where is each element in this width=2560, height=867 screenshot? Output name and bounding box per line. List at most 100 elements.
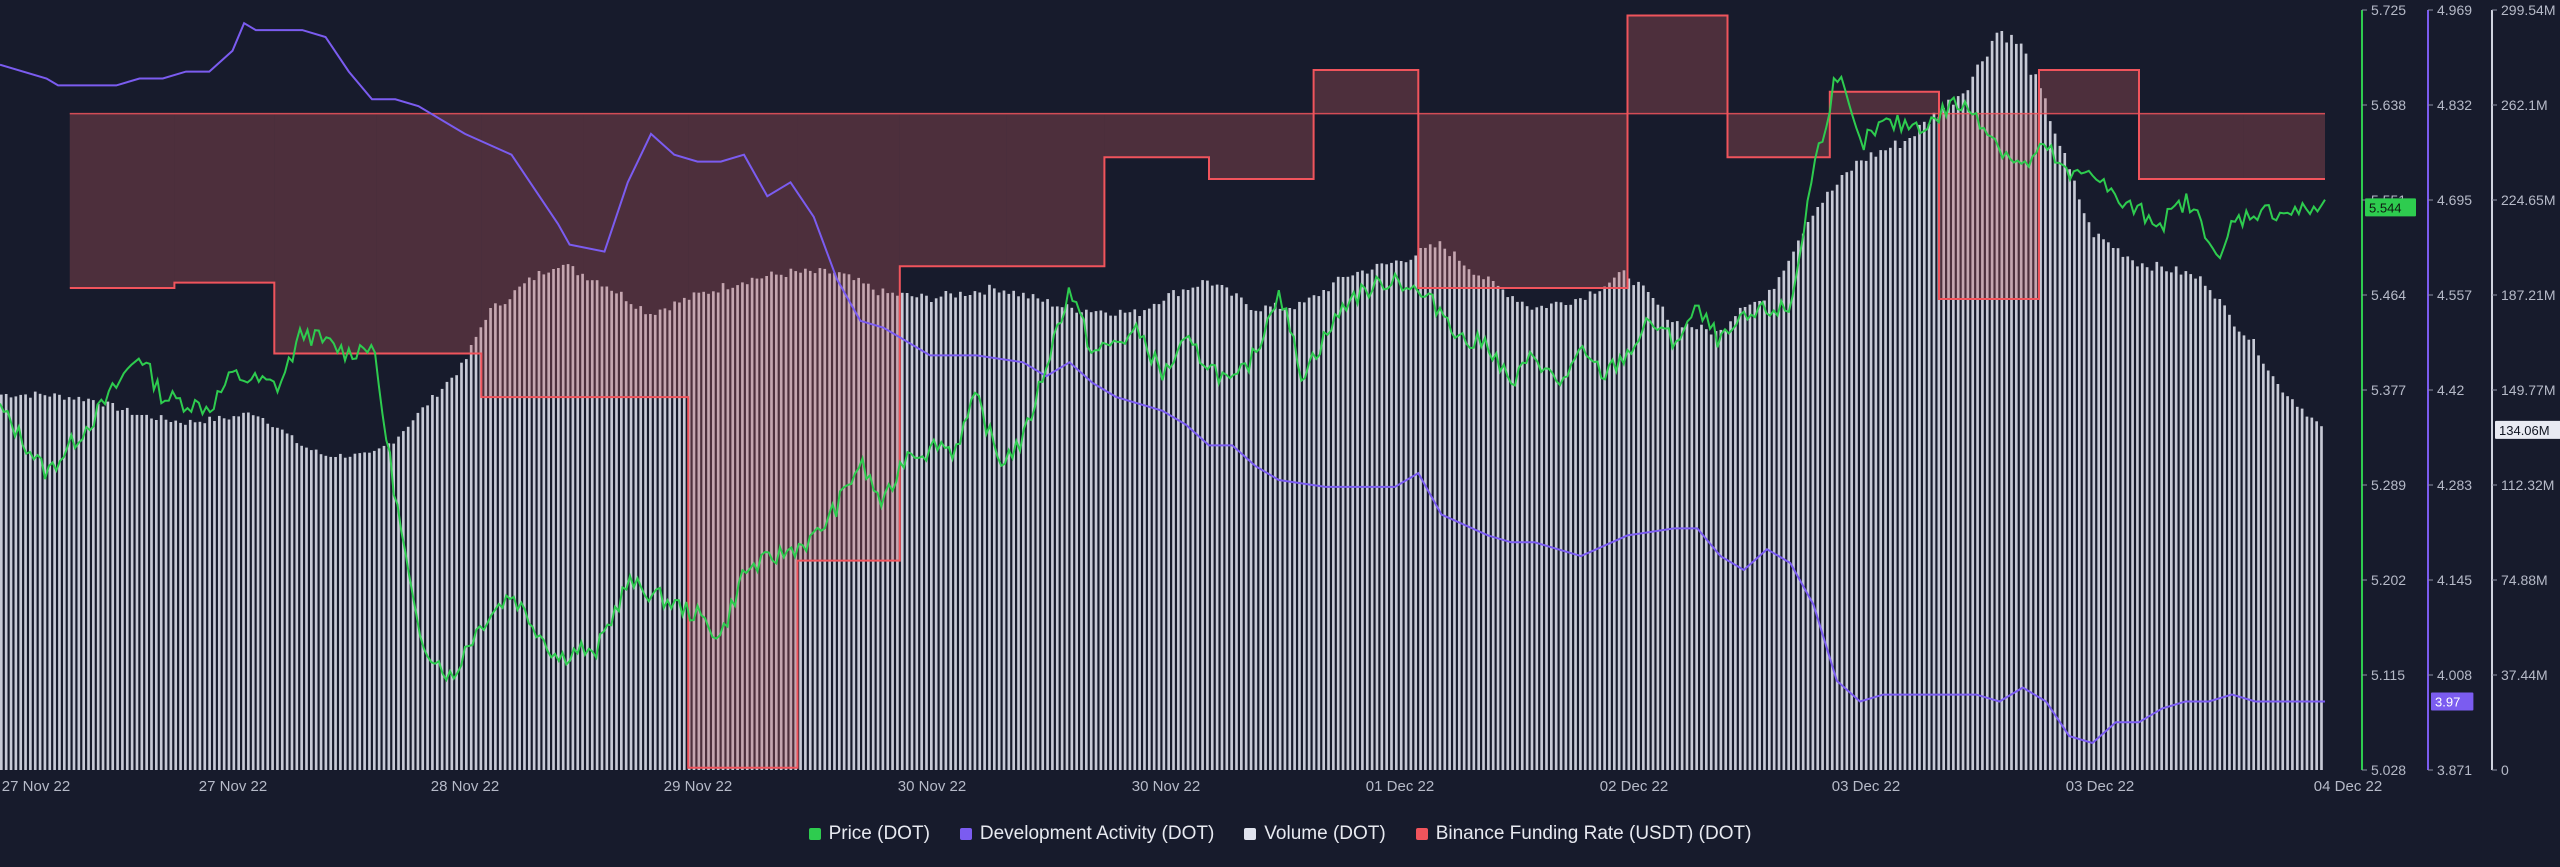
funding-rate-area: [274, 113, 377, 354]
volume-bar: [72, 399, 76, 770]
dev-activity-axis-tick-label: 4.145: [2437, 572, 2472, 588]
volume-bar: [1230, 295, 1233, 770]
volume-bar: [2160, 266, 2163, 770]
volume-bar: [992, 288, 996, 770]
volume-bar: [121, 410, 124, 770]
legend-item-volume[interactable]: Volume (DOT): [1244, 823, 1386, 845]
volume-bar: [348, 456, 352, 770]
volume-current-badge-bg: [2495, 420, 2560, 439]
volume-bar: [358, 453, 362, 770]
volume-bar: [959, 291, 962, 770]
volume-bar: [2126, 256, 2130, 770]
volume-bar: [518, 286, 521, 770]
volume-bar: [871, 289, 875, 770]
volume-bar: [329, 456, 333, 770]
volume-bar: [1012, 290, 1015, 770]
volume-bar: [2165, 271, 2168, 770]
volume-bar: [673, 301, 676, 770]
volume-axis-tick-label: 149.77M: [2501, 382, 2555, 398]
volume-bar: [1927, 123, 1931, 770]
volume-bar: [547, 272, 550, 770]
volume-bar: [2266, 370, 2270, 770]
volume-bar: [1177, 296, 1180, 770]
volume-bar: [615, 293, 618, 770]
volume-bar: [1307, 297, 1311, 770]
funding-rate-area: [2139, 113, 2244, 180]
price-axis-tick-label: 5.638: [2371, 97, 2406, 113]
volume-bar: [1811, 215, 1815, 770]
volume-bar: [678, 302, 681, 770]
volume-bar: [319, 454, 323, 770]
volume-bar: [111, 403, 115, 770]
volume-bar: [208, 416, 211, 770]
volume-bar: [1365, 273, 1369, 770]
volume-bar: [1729, 321, 1732, 770]
volume-bar: [900, 292, 904, 770]
volume-bar: [620, 291, 623, 770]
volume-bar: [33, 391, 37, 770]
volume-bar: [150, 418, 153, 770]
funding-rate-area: [1939, 113, 2040, 299]
volume-bar: [314, 449, 318, 770]
volume-bar: [930, 302, 933, 770]
volume-bar: [770, 271, 773, 770]
volume-bar: [1380, 263, 1384, 770]
price-current-badge-text: 5.544: [2369, 200, 2402, 215]
volume-series: [0, 31, 2323, 771]
volume-bar: [1942, 108, 1945, 770]
volume-bar: [1249, 310, 1253, 770]
volume-bar: [450, 377, 454, 770]
volume-bar: [1603, 286, 1606, 770]
volume-bar: [1608, 282, 1611, 770]
volume-bar: [1060, 307, 1064, 770]
volume-bar: [1215, 284, 1219, 770]
funding-rate-area: [174, 113, 275, 283]
volume-bar: [387, 443, 391, 770]
volume-bar: [125, 407, 129, 770]
volume-bar: [1375, 263, 1379, 770]
volume-bar: [1806, 222, 1810, 770]
volume-bar: [421, 407, 425, 770]
volume-bar: [1559, 302, 1563, 770]
volume-bar: [1884, 150, 1887, 771]
volume-bar: [2203, 285, 2207, 770]
volume-bar: [87, 398, 90, 770]
volume-bar: [2170, 272, 2173, 770]
funding-rate-area: [2039, 69, 2139, 114]
funding-rate-area: [376, 113, 482, 354]
volume-bar: [813, 273, 817, 770]
volume-bar: [1995, 32, 1999, 770]
volume-bar: [1302, 302, 1306, 770]
volume-bar: [310, 450, 313, 770]
dev-activity-axis-tick-label: 4.832: [2437, 97, 2472, 113]
axes: 5.7255.6385.5515.4645.3775.2895.2025.115…: [2361, 2, 2560, 778]
volume-bar: [1520, 301, 1524, 770]
volume-axis-tick-label: 187.21M: [2501, 287, 2555, 303]
volume-bar: [2015, 43, 2018, 770]
volume-bar: [566, 264, 570, 770]
volume-bar: [1637, 281, 1640, 770]
volume-bar: [295, 443, 299, 770]
volume-bar: [353, 453, 357, 770]
volume-bar: [2223, 305, 2226, 770]
volume-bar: [1956, 96, 1960, 771]
volume-bar: [1472, 274, 1476, 770]
legend-item-price[interactable]: Price (DOT): [808, 823, 930, 845]
volume-bar: [1496, 285, 1500, 770]
legend-item-dev-activity[interactable]: Development Activity (DOT): [959, 823, 1214, 845]
volume-bar: [159, 415, 163, 770]
volume-bar: [1336, 276, 1340, 770]
volume-bar: [1646, 292, 1650, 770]
chart-legend: Price (DOT) Development Activity (DOT) V…: [0, 818, 2560, 850]
volume-bar: [1298, 301, 1301, 770]
price-axis-tick-label: 5.725: [2371, 2, 2406, 18]
volume-bar: [1511, 296, 1514, 770]
volume-bar: [474, 336, 478, 770]
volume-bar: [339, 453, 342, 770]
volume-bar: [527, 277, 531, 770]
volume-axis-tick-label: 299.54M: [2501, 2, 2555, 18]
volume-bar: [363, 452, 366, 770]
legend-item-funding-rate[interactable]: Binance Funding Rate (USDT) (DOT): [1415, 823, 1751, 845]
volume-bar: [2257, 355, 2260, 770]
